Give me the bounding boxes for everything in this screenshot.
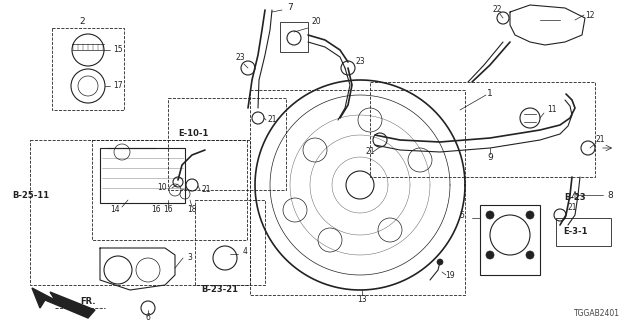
- Text: 4: 4: [243, 247, 248, 257]
- Text: 11: 11: [547, 106, 557, 115]
- Text: TGGAB2401: TGGAB2401: [574, 309, 620, 318]
- Text: 10: 10: [157, 183, 167, 193]
- Text: 14: 14: [110, 205, 120, 214]
- Text: 20: 20: [311, 18, 321, 27]
- Bar: [556, 218, 611, 246]
- Bar: [370, 82, 595, 177]
- Text: B-23-21: B-23-21: [202, 285, 239, 294]
- Bar: [250, 90, 465, 295]
- Text: 21: 21: [201, 186, 211, 195]
- Text: 2: 2: [79, 18, 85, 27]
- Text: B-25-11: B-25-11: [12, 190, 49, 199]
- Text: 18: 18: [188, 205, 196, 214]
- Bar: [92, 140, 247, 240]
- Bar: [168, 98, 286, 190]
- Text: 15: 15: [113, 45, 123, 54]
- Text: 19: 19: [445, 270, 455, 279]
- Text: 13: 13: [357, 295, 367, 305]
- Text: 6: 6: [145, 314, 150, 320]
- Polygon shape: [32, 288, 95, 318]
- Text: 9: 9: [487, 154, 493, 163]
- Text: 7: 7: [287, 4, 293, 12]
- Bar: [195, 200, 265, 285]
- Text: 21: 21: [268, 116, 276, 124]
- Text: 23: 23: [355, 58, 365, 67]
- Text: E-3-1: E-3-1: [563, 228, 588, 236]
- Text: FR.: FR.: [80, 298, 95, 307]
- Circle shape: [437, 259, 443, 265]
- Text: 17: 17: [113, 82, 123, 91]
- Text: 3: 3: [188, 253, 193, 262]
- Bar: [30, 140, 250, 285]
- Text: 21: 21: [595, 135, 605, 145]
- Text: 5: 5: [460, 211, 465, 220]
- Text: B-23: B-23: [564, 194, 586, 203]
- Bar: [480, 205, 540, 275]
- Text: 21: 21: [365, 148, 375, 156]
- Text: E-10-1: E-10-1: [178, 129, 208, 138]
- Bar: [100, 148, 185, 203]
- Circle shape: [526, 251, 534, 259]
- Text: 16: 16: [151, 205, 161, 214]
- Text: 23: 23: [235, 53, 245, 62]
- Bar: [280, 22, 308, 52]
- Text: 22: 22: [492, 5, 502, 14]
- Bar: [52, 28, 124, 110]
- Circle shape: [526, 211, 534, 219]
- Text: 8: 8: [607, 190, 613, 199]
- Circle shape: [486, 211, 494, 219]
- Text: 1: 1: [487, 89, 493, 98]
- Text: 21: 21: [567, 204, 577, 212]
- Text: 16: 16: [163, 205, 173, 214]
- Text: 12: 12: [585, 11, 595, 20]
- Circle shape: [486, 251, 494, 259]
